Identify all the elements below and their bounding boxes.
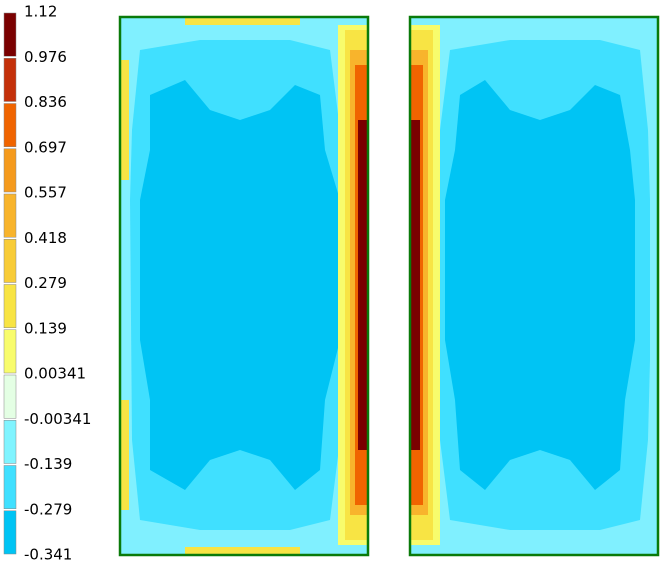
legend-label: -0.139 — [24, 455, 72, 473]
legend-label: -0.00341 — [24, 410, 91, 428]
legend-swatch — [3, 329, 17, 374]
legend-swatch — [3, 239, 17, 283]
edge-strip — [120, 60, 129, 180]
legend-label: -0.279 — [24, 500, 72, 518]
legend-swatch — [3, 510, 17, 555]
legend-swatch — [3, 12, 17, 57]
edge-strip — [120, 400, 129, 510]
core-region — [445, 80, 635, 490]
legend-swatch — [3, 193, 17, 238]
legend-label: 1.12 — [24, 3, 57, 21]
hot-band — [410, 120, 420, 450]
legend-swatch — [3, 103, 17, 147]
legend-label: 0.00341 — [24, 365, 86, 383]
legend-swatch — [3, 374, 17, 419]
legend: 1.12 0.976 0.836 0.697 0.557 0.418 0.279 0.139 0… — [3, 3, 91, 564]
legend-label: 0.557 — [24, 184, 67, 202]
legend-swatch — [3, 58, 17, 102]
legend-label: 0.418 — [24, 229, 67, 247]
legend-swatch — [3, 465, 17, 509]
legend-swatch — [3, 284, 17, 328]
legend-label: 0.279 — [24, 274, 67, 292]
left-panel — [118, 15, 370, 557]
edge-strip — [185, 17, 300, 25]
panel-border — [118, 15, 370, 557]
hot-band — [358, 120, 368, 450]
right-panel — [408, 15, 660, 557]
legend-label: 0.976 — [24, 48, 67, 66]
edge-strip — [185, 547, 300, 555]
legend-label: 0.139 — [24, 319, 67, 337]
legend-label: 0.836 — [24, 93, 67, 111]
legend-swatch — [3, 148, 17, 193]
legend-swatch — [3, 420, 17, 464]
legend-label: 0.697 — [24, 138, 67, 156]
panel-border — [408, 15, 660, 557]
core-region — [140, 80, 340, 490]
legend-label: -0.341 — [24, 546, 72, 564]
